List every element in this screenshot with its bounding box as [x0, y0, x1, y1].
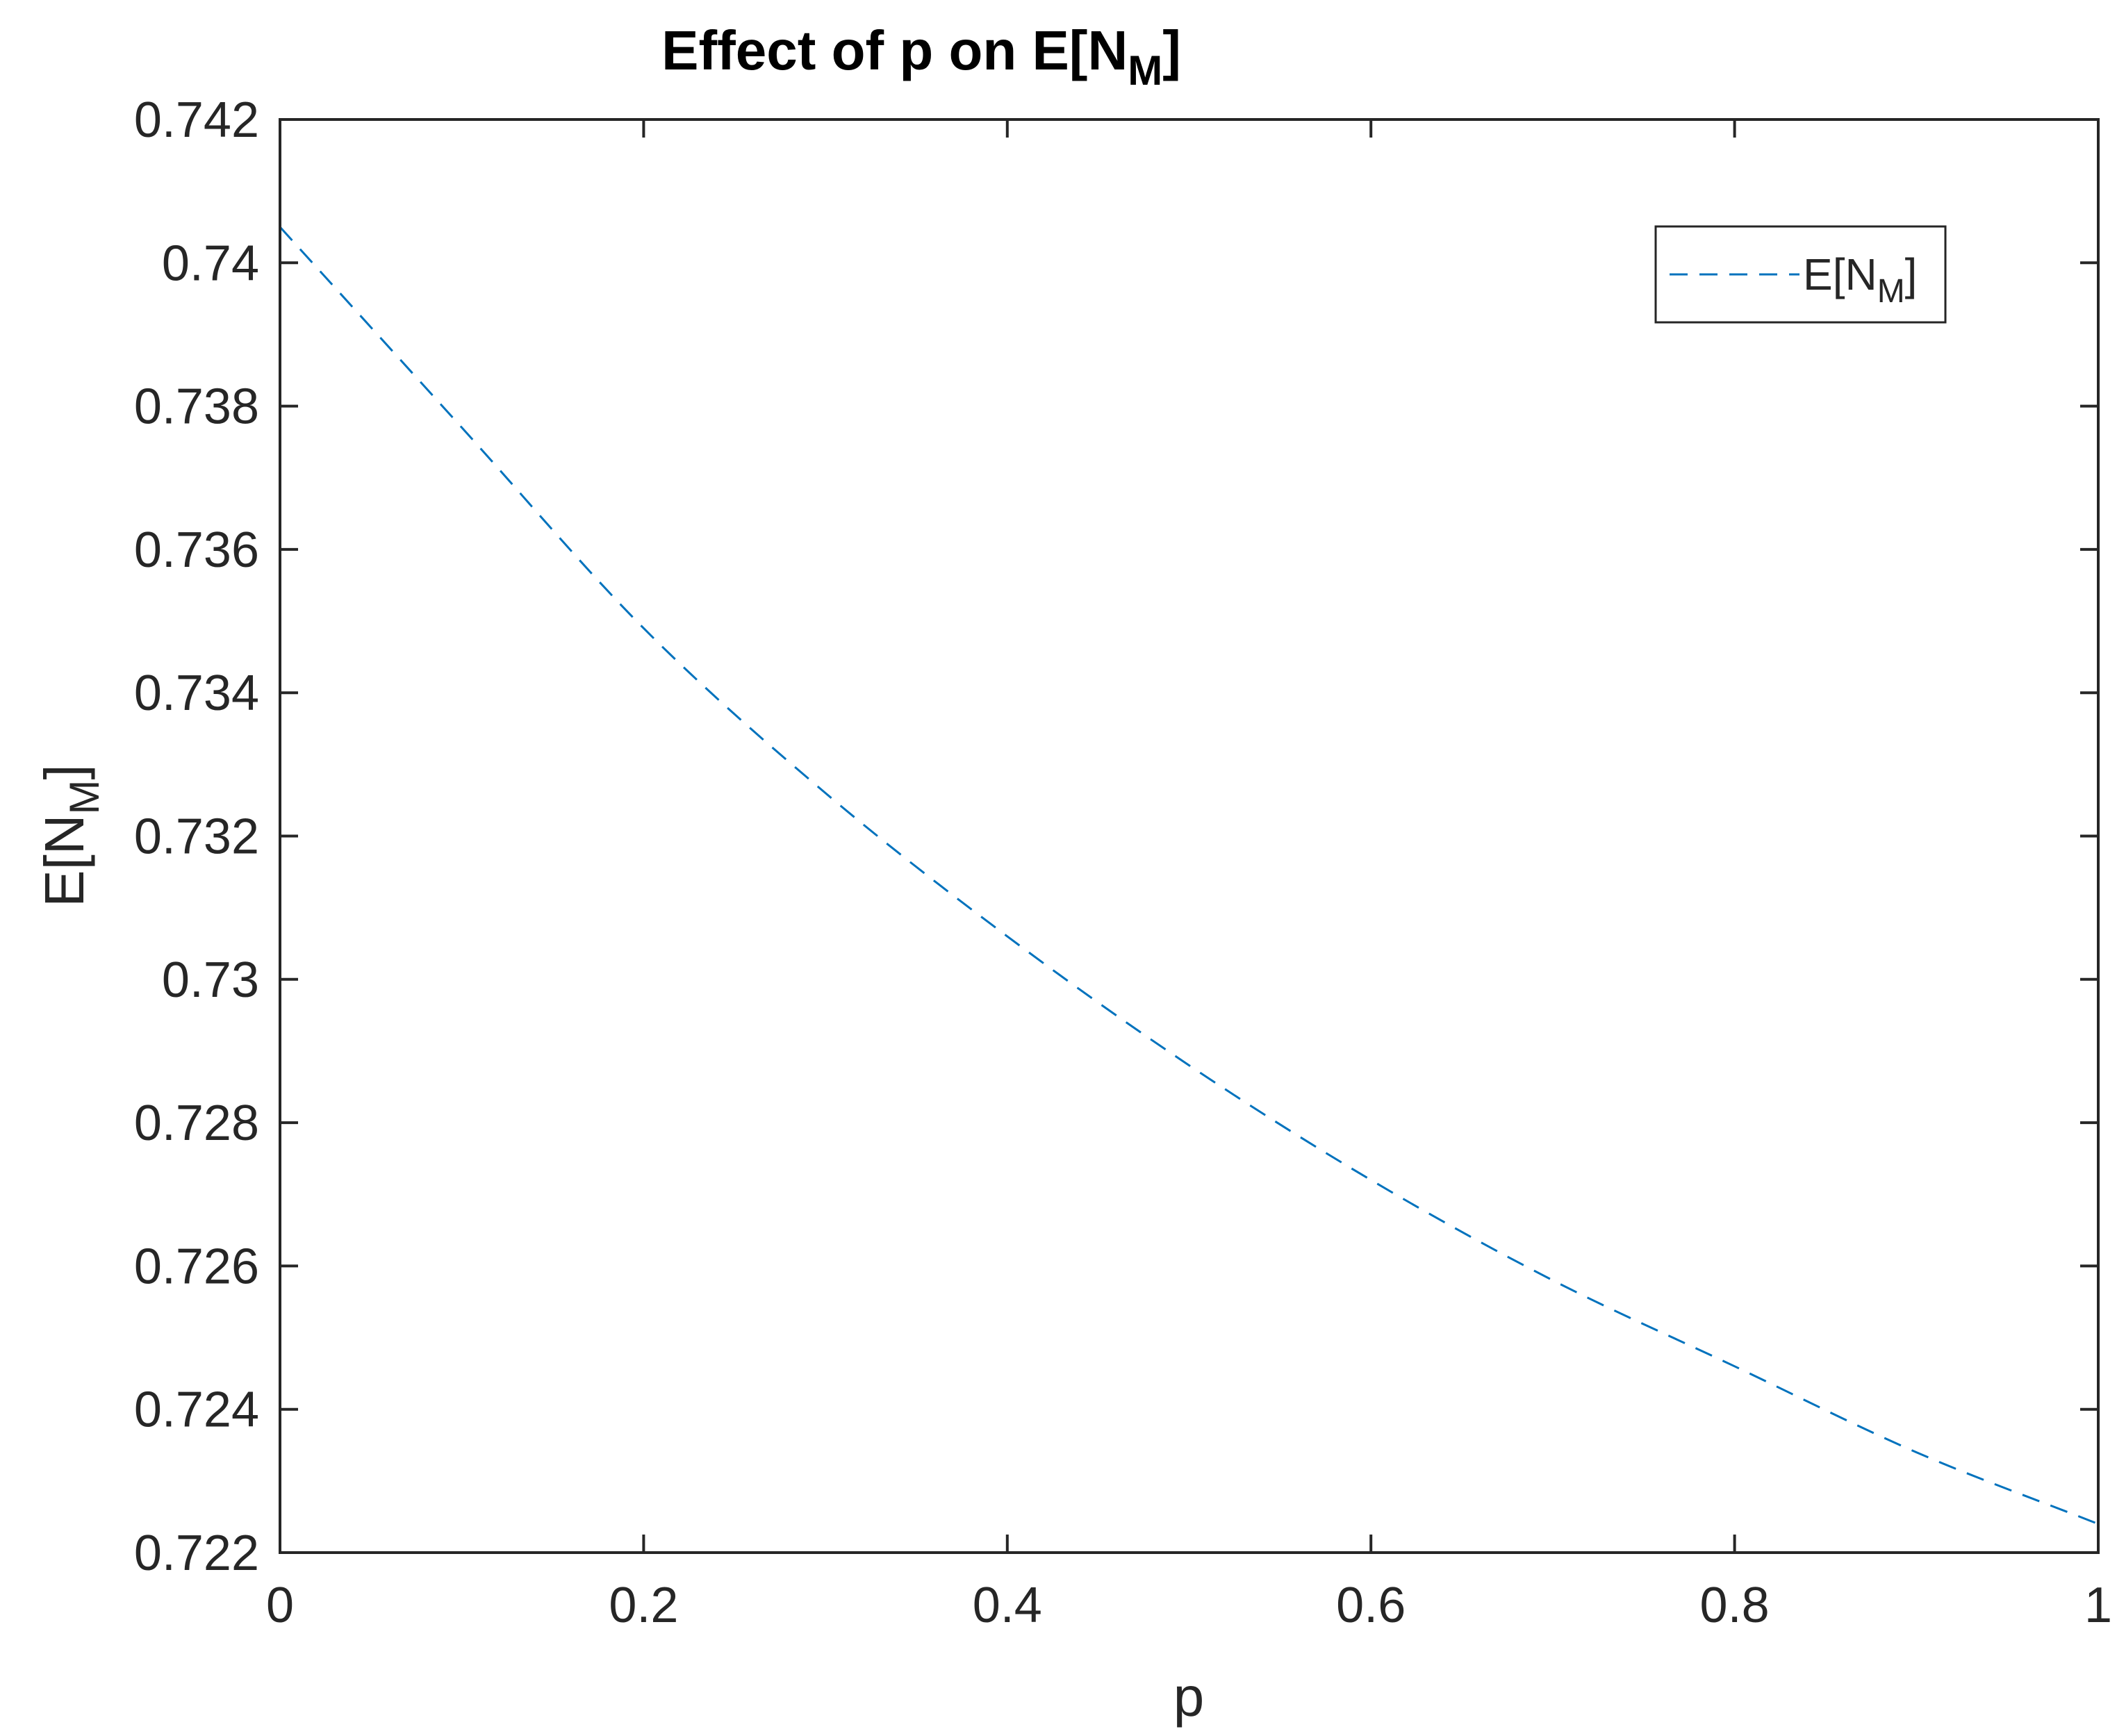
y-tick-label: 0.722 — [134, 1526, 259, 1581]
x-axis-label: p — [1173, 1666, 1205, 1728]
y-tick-label: 0.732 — [134, 809, 259, 865]
y-tick-label: 0.742 — [134, 92, 259, 148]
plot-area-frame — [279, 118, 2100, 1554]
legend: E[NM] — [1654, 225, 1947, 324]
y-tick-label: 0.728 — [134, 1096, 259, 1151]
y-axis-label: E[NM] — [33, 764, 108, 907]
plot-series — [279, 226, 2099, 1526]
x-axis-ticks: 0 0.2 0.4 0.6 0.8 1 — [266, 119, 2112, 1633]
series-point — [1916, 1452, 1917, 1453]
chart-title: Effect of p on E[NM] — [661, 19, 1181, 94]
x-tick-label: 0.6 — [1336, 1578, 1406, 1633]
series-line — [279, 226, 2099, 1526]
x-tick-label: 0.4 — [973, 1578, 1042, 1633]
y-tick-label: 0.73 — [162, 952, 259, 1008]
series-point — [1552, 1280, 1553, 1281]
x-tick-label: 1 — [2084, 1578, 2112, 1633]
x-tick-label: 0 — [266, 1578, 294, 1633]
y-tick-label: 0.724 — [134, 1382, 259, 1438]
x-tick-label: 0.2 — [609, 1578, 678, 1633]
y-tick-label: 0.726 — [134, 1239, 259, 1294]
y-tick-label: 0.738 — [134, 379, 259, 435]
legend-entry-label: E[NM] — [1803, 249, 1917, 310]
y-tick-label: 0.734 — [134, 666, 259, 721]
y-tick-label: 0.736 — [134, 522, 259, 578]
series-point — [643, 628, 644, 629]
series-point — [461, 427, 462, 428]
x-tick-label: 0.8 — [1700, 1578, 1770, 1633]
y-tick-label: 0.74 — [162, 235, 259, 291]
y-axis-ticks: 0.722 0.724 0.726 0.728 0.73 0.732 0.734 0.736 0… — [134, 92, 2098, 1581]
